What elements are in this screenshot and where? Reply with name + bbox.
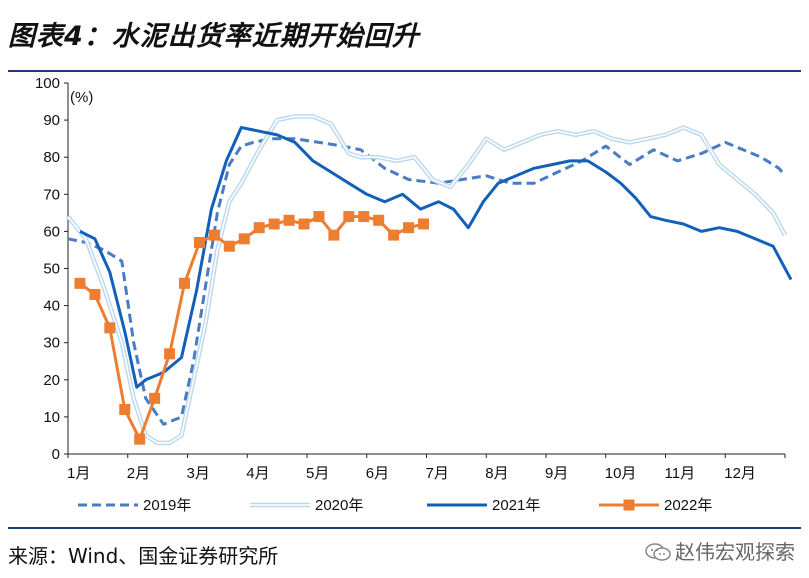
y-tick-label: 40 bbox=[43, 298, 60, 315]
series-2 bbox=[66, 114, 787, 446]
legend-label: 2022年 bbox=[664, 497, 712, 514]
x-tick-label: 9月 bbox=[545, 465, 568, 482]
data-point bbox=[74, 277, 86, 289]
data-point bbox=[343, 211, 355, 223]
y-tick-label: 20 bbox=[43, 372, 60, 389]
legend-item: 2021年 bbox=[427, 497, 540, 514]
data-point bbox=[283, 214, 295, 226]
data-point bbox=[253, 222, 265, 234]
chart-series bbox=[66, 114, 793, 446]
legend-label: 2019年 bbox=[143, 497, 191, 514]
data-point bbox=[134, 433, 146, 445]
data-point bbox=[388, 229, 400, 241]
y-tick-label: 90 bbox=[43, 112, 60, 129]
series-3 bbox=[79, 126, 793, 389]
watermark-text: 赵伟宏观探索 bbox=[675, 540, 795, 564]
title-divider bbox=[8, 70, 801, 72]
data-point bbox=[223, 240, 235, 252]
y-tick-label: 10 bbox=[43, 409, 60, 426]
y-tick-label: 30 bbox=[43, 335, 60, 352]
x-tick-label: 11月 bbox=[665, 465, 696, 482]
wechat-icon bbox=[645, 543, 671, 561]
source-divider bbox=[8, 527, 801, 529]
watermark: 赵伟宏观探索 bbox=[645, 536, 795, 565]
x-tick-label: 2月 bbox=[127, 465, 150, 482]
x-tick-label: 7月 bbox=[426, 465, 449, 482]
data-point bbox=[164, 348, 176, 360]
x-tick-label: 6月 bbox=[366, 465, 389, 482]
y-tick-label: 60 bbox=[43, 223, 60, 240]
series-line-outer bbox=[66, 114, 787, 446]
data-point bbox=[328, 229, 340, 241]
x-tick-label: 4月 bbox=[246, 465, 269, 482]
chart-legend: 2019年 2020年 2021年 2022年 bbox=[78, 497, 712, 514]
chart-axes: 0 10 20 30 40 50 60 70 80 90 100 (%) 1月 2月 3月 4月 5月 6月 7月 8… bbox=[35, 75, 786, 482]
data-point bbox=[89, 288, 101, 300]
data-point bbox=[193, 237, 205, 249]
series-4 bbox=[74, 211, 430, 445]
legend-marker bbox=[623, 499, 635, 511]
data-point bbox=[149, 392, 161, 404]
data-point bbox=[358, 211, 370, 223]
data-point bbox=[403, 222, 415, 234]
x-tick-label: 10月 bbox=[605, 465, 637, 482]
series-1 bbox=[67, 137, 787, 426]
series-line-inner bbox=[67, 115, 786, 444]
data-point bbox=[268, 218, 280, 230]
data-point bbox=[238, 233, 250, 245]
data-point bbox=[373, 214, 385, 226]
source-note: 来源：Wind、国金证券研究所 bbox=[8, 544, 279, 568]
data-point bbox=[208, 229, 220, 241]
y-tick-label: 50 bbox=[43, 261, 60, 278]
chart-title: 图表4：水泥出货率近期开始回升 bbox=[8, 21, 420, 52]
series-line bbox=[79, 126, 793, 389]
legend-label: 2020年 bbox=[315, 497, 363, 514]
legend-item: 2019年 bbox=[78, 497, 191, 514]
data-point bbox=[418, 218, 430, 230]
data-point bbox=[104, 322, 116, 334]
x-tick-label: 5月 bbox=[306, 465, 329, 482]
y-tick-label: 80 bbox=[43, 149, 60, 166]
x-tick-label: 1月 bbox=[67, 465, 90, 482]
legend-label: 2021年 bbox=[492, 497, 540, 514]
y-tick-label: 70 bbox=[43, 186, 60, 203]
y-unit-label: (%) bbox=[70, 89, 93, 106]
data-point bbox=[298, 218, 310, 230]
y-tick-label: 100 bbox=[35, 75, 60, 92]
x-tick-label: 12月 bbox=[724, 465, 756, 482]
y-tick-label: 0 bbox=[52, 446, 60, 463]
legend-item: 2020年 bbox=[250, 497, 363, 514]
x-tick-label: 8月 bbox=[485, 465, 508, 482]
data-point bbox=[119, 403, 131, 415]
legend-item: 2022年 bbox=[599, 497, 712, 514]
x-tick-label: 3月 bbox=[187, 465, 210, 482]
series-line bbox=[67, 137, 787, 426]
data-point bbox=[179, 277, 191, 289]
data-point bbox=[313, 211, 325, 223]
